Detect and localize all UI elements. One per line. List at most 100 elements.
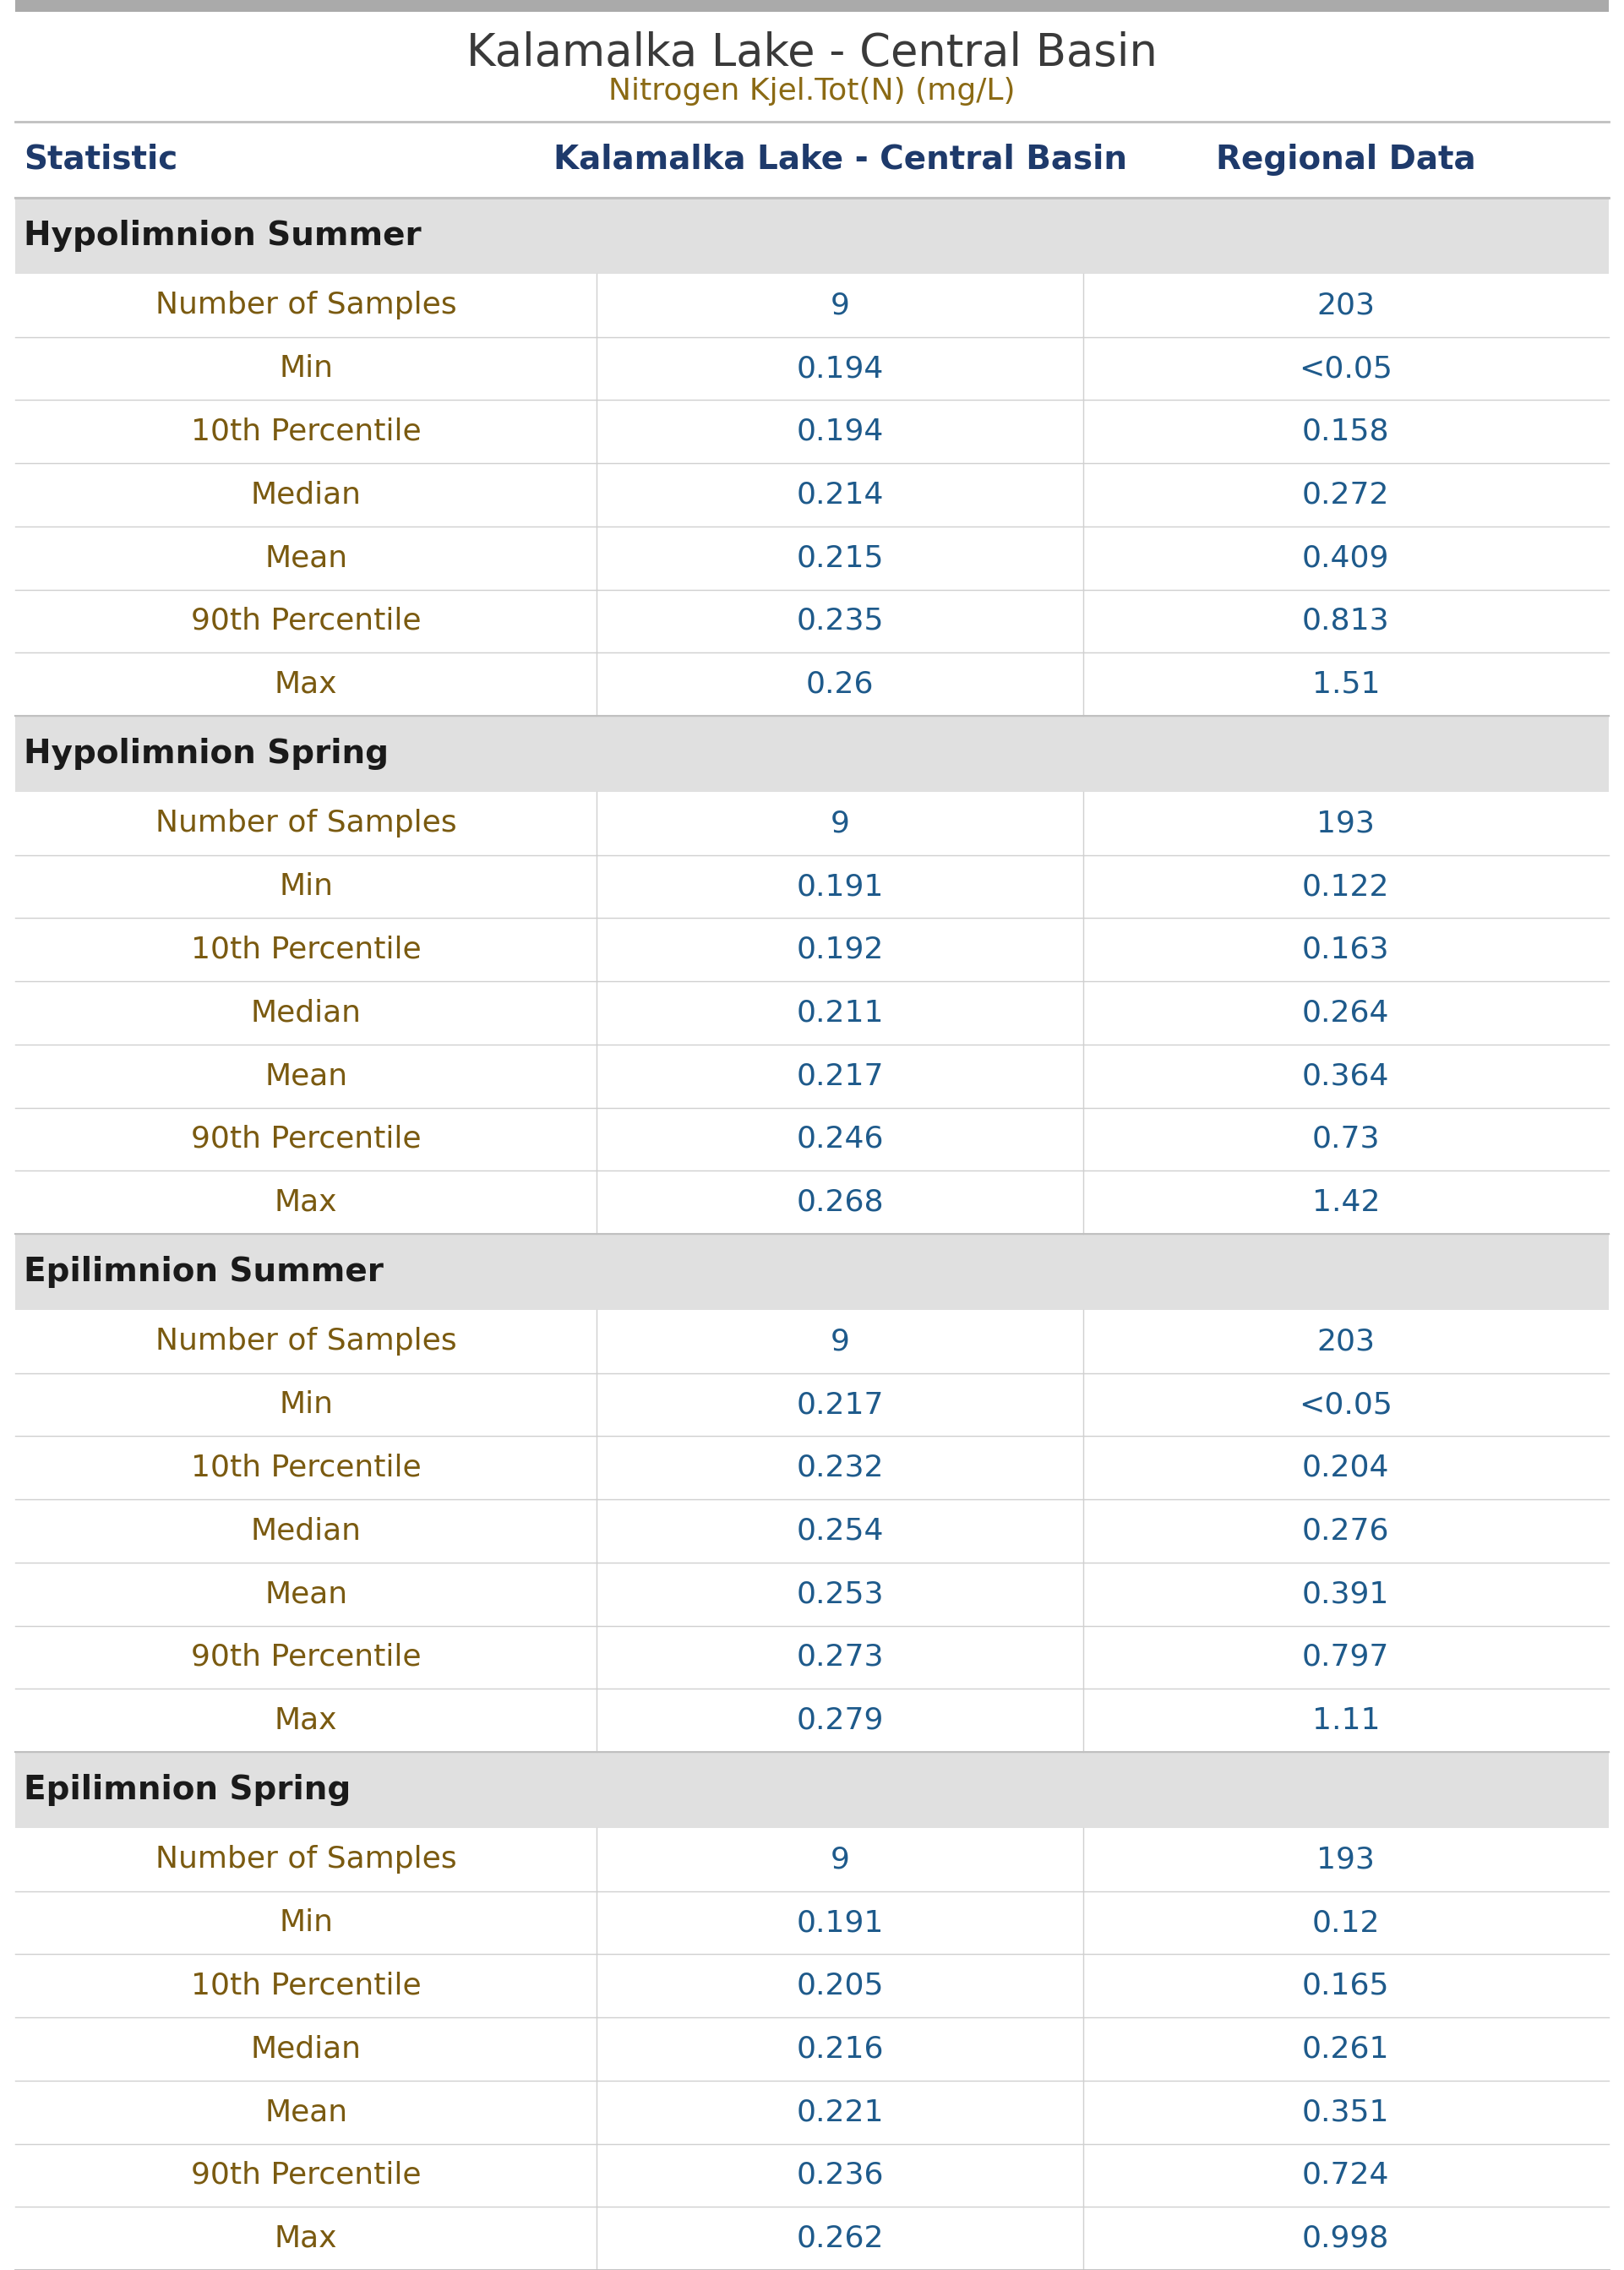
Bar	[15, 1171, 1609, 1235]
Bar	[15, 2018, 1609, 2082]
Bar	[15, 1954, 1609, 2018]
Text: Number of Samples: Number of Samples	[156, 1846, 456, 1875]
Text: 0.276: 0.276	[1302, 1516, 1390, 1546]
Text: 90th Percentile: 90th Percentile	[192, 606, 421, 636]
Text: 0.12: 0.12	[1312, 1909, 1380, 1936]
Bar	[15, 1625, 1609, 1689]
Text: 0.216: 0.216	[796, 2034, 883, 2063]
Text: Nitrogen Kjel.Tot(N) (mg/L): Nitrogen Kjel.Tot(N) (mg/L)	[609, 77, 1015, 104]
Text: 0.246: 0.246	[796, 1126, 883, 1153]
Text: Min: Min	[279, 354, 333, 384]
Text: Median: Median	[250, 1516, 362, 1546]
Text: Number of Samples: Number of Samples	[156, 291, 456, 320]
Text: Median: Median	[250, 481, 362, 508]
Bar	[15, 463, 1609, 527]
Text: 0.391: 0.391	[1302, 1580, 1390, 1609]
Bar	[15, 400, 1609, 463]
Bar	[15, 1044, 1609, 1108]
Text: 1.51: 1.51	[1312, 670, 1380, 699]
Text: 0.813: 0.813	[1302, 606, 1390, 636]
Text: Epilimnion Spring: Epilimnion Spring	[24, 1773, 351, 1807]
Text: 0.158: 0.158	[1302, 418, 1390, 445]
Text: 0.194: 0.194	[796, 418, 883, 445]
Text: 0.217: 0.217	[796, 1062, 883, 1090]
Text: 203: 203	[1317, 291, 1376, 320]
Bar	[15, 336, 1609, 400]
Text: 9: 9	[830, 808, 849, 838]
Text: Epilimnion Summer: Epilimnion Summer	[24, 1255, 383, 1287]
Text: 0.215: 0.215	[796, 543, 883, 572]
Text: Number of Samples: Number of Samples	[156, 1328, 456, 1355]
Text: Max: Max	[274, 2225, 338, 2252]
Text: 10th Percentile: 10th Percentile	[192, 1970, 421, 2000]
Text: Kalamalka Lake - Central Basin: Kalamalka Lake - Central Basin	[554, 143, 1127, 175]
Text: 0.211: 0.211	[796, 999, 883, 1028]
Text: Mean: Mean	[265, 543, 348, 572]
Text: 0.351: 0.351	[1302, 2097, 1390, 2127]
Text: 0.998: 0.998	[1302, 2225, 1390, 2252]
Text: 0.194: 0.194	[796, 354, 883, 384]
Bar	[15, 981, 1609, 1044]
Text: 0.724: 0.724	[1302, 2161, 1390, 2191]
Text: 90th Percentile: 90th Percentile	[192, 2161, 421, 2191]
Text: 0.273: 0.273	[796, 1643, 883, 1671]
Text: 0.236: 0.236	[796, 2161, 883, 2191]
Text: 0.279: 0.279	[796, 1707, 883, 1734]
Text: Min: Min	[279, 872, 333, 901]
Text: 9: 9	[830, 1328, 849, 1355]
Text: 1.11: 1.11	[1312, 1707, 1380, 1734]
Text: 0.409: 0.409	[1302, 543, 1390, 572]
Bar	[15, 1562, 1609, 1625]
Text: Hypolimnion Summer: Hypolimnion Summer	[24, 220, 421, 252]
Bar	[15, 1500, 1609, 1562]
Bar	[15, 0, 1609, 11]
Bar	[15, 275, 1609, 336]
Bar	[15, 917, 1609, 981]
Text: 0.253: 0.253	[796, 1580, 883, 1609]
Text: 0.268: 0.268	[796, 1187, 883, 1217]
Text: 0.217: 0.217	[796, 1389, 883, 1419]
Text: Kalamalka Lake - Central Basin: Kalamalka Lake - Central Basin	[466, 32, 1158, 75]
Bar	[15, 527, 1609, 590]
Text: 9: 9	[830, 291, 849, 320]
Text: 0.26: 0.26	[806, 670, 874, 699]
Text: 0.191: 0.191	[796, 872, 883, 901]
Text: Mean: Mean	[265, 1580, 348, 1609]
Text: 0.204: 0.204	[1302, 1453, 1390, 1482]
Text: Max: Max	[274, 1187, 338, 1217]
Text: 0.192: 0.192	[796, 935, 883, 965]
Bar	[15, 2143, 1609, 2206]
Bar	[15, 1437, 1609, 1500]
Text: 0.73: 0.73	[1312, 1126, 1380, 1153]
Text: Max: Max	[274, 670, 338, 699]
Text: 0.264: 0.264	[1302, 999, 1390, 1028]
Text: Min: Min	[279, 1389, 333, 1419]
Text: 193: 193	[1317, 808, 1376, 838]
Bar	[15, 590, 1609, 654]
Text: 0.214: 0.214	[796, 481, 883, 508]
Bar	[15, 654, 1609, 715]
Text: 1.42: 1.42	[1312, 1187, 1380, 1217]
Text: Median: Median	[250, 999, 362, 1028]
Text: 0.261: 0.261	[1302, 2034, 1390, 2063]
Text: 0.254: 0.254	[796, 1516, 883, 1546]
Bar	[15, 856, 1609, 917]
Text: Mean: Mean	[265, 2097, 348, 2127]
Bar	[15, 1310, 1609, 1373]
Text: 10th Percentile: 10th Percentile	[192, 418, 421, 445]
Text: Statistic: Statistic	[24, 143, 177, 175]
Text: Regional Data: Regional Data	[1216, 143, 1476, 175]
Text: Max: Max	[274, 1707, 338, 1734]
Bar	[15, 1689, 1609, 1752]
Bar	[15, 1373, 1609, 1437]
Text: 0.191: 0.191	[796, 1909, 883, 1936]
Text: Mean: Mean	[265, 1062, 348, 1090]
Text: Median: Median	[250, 2034, 362, 2063]
Text: Hypolimnion Spring: Hypolimnion Spring	[24, 738, 388, 770]
Bar	[15, 1891, 1609, 1954]
Text: Number of Samples: Number of Samples	[156, 808, 456, 838]
Text: 0.205: 0.205	[796, 1970, 883, 2000]
Bar	[15, 1235, 1609, 1310]
Text: <0.05: <0.05	[1299, 1389, 1393, 1419]
Text: 0.165: 0.165	[1302, 1970, 1390, 2000]
